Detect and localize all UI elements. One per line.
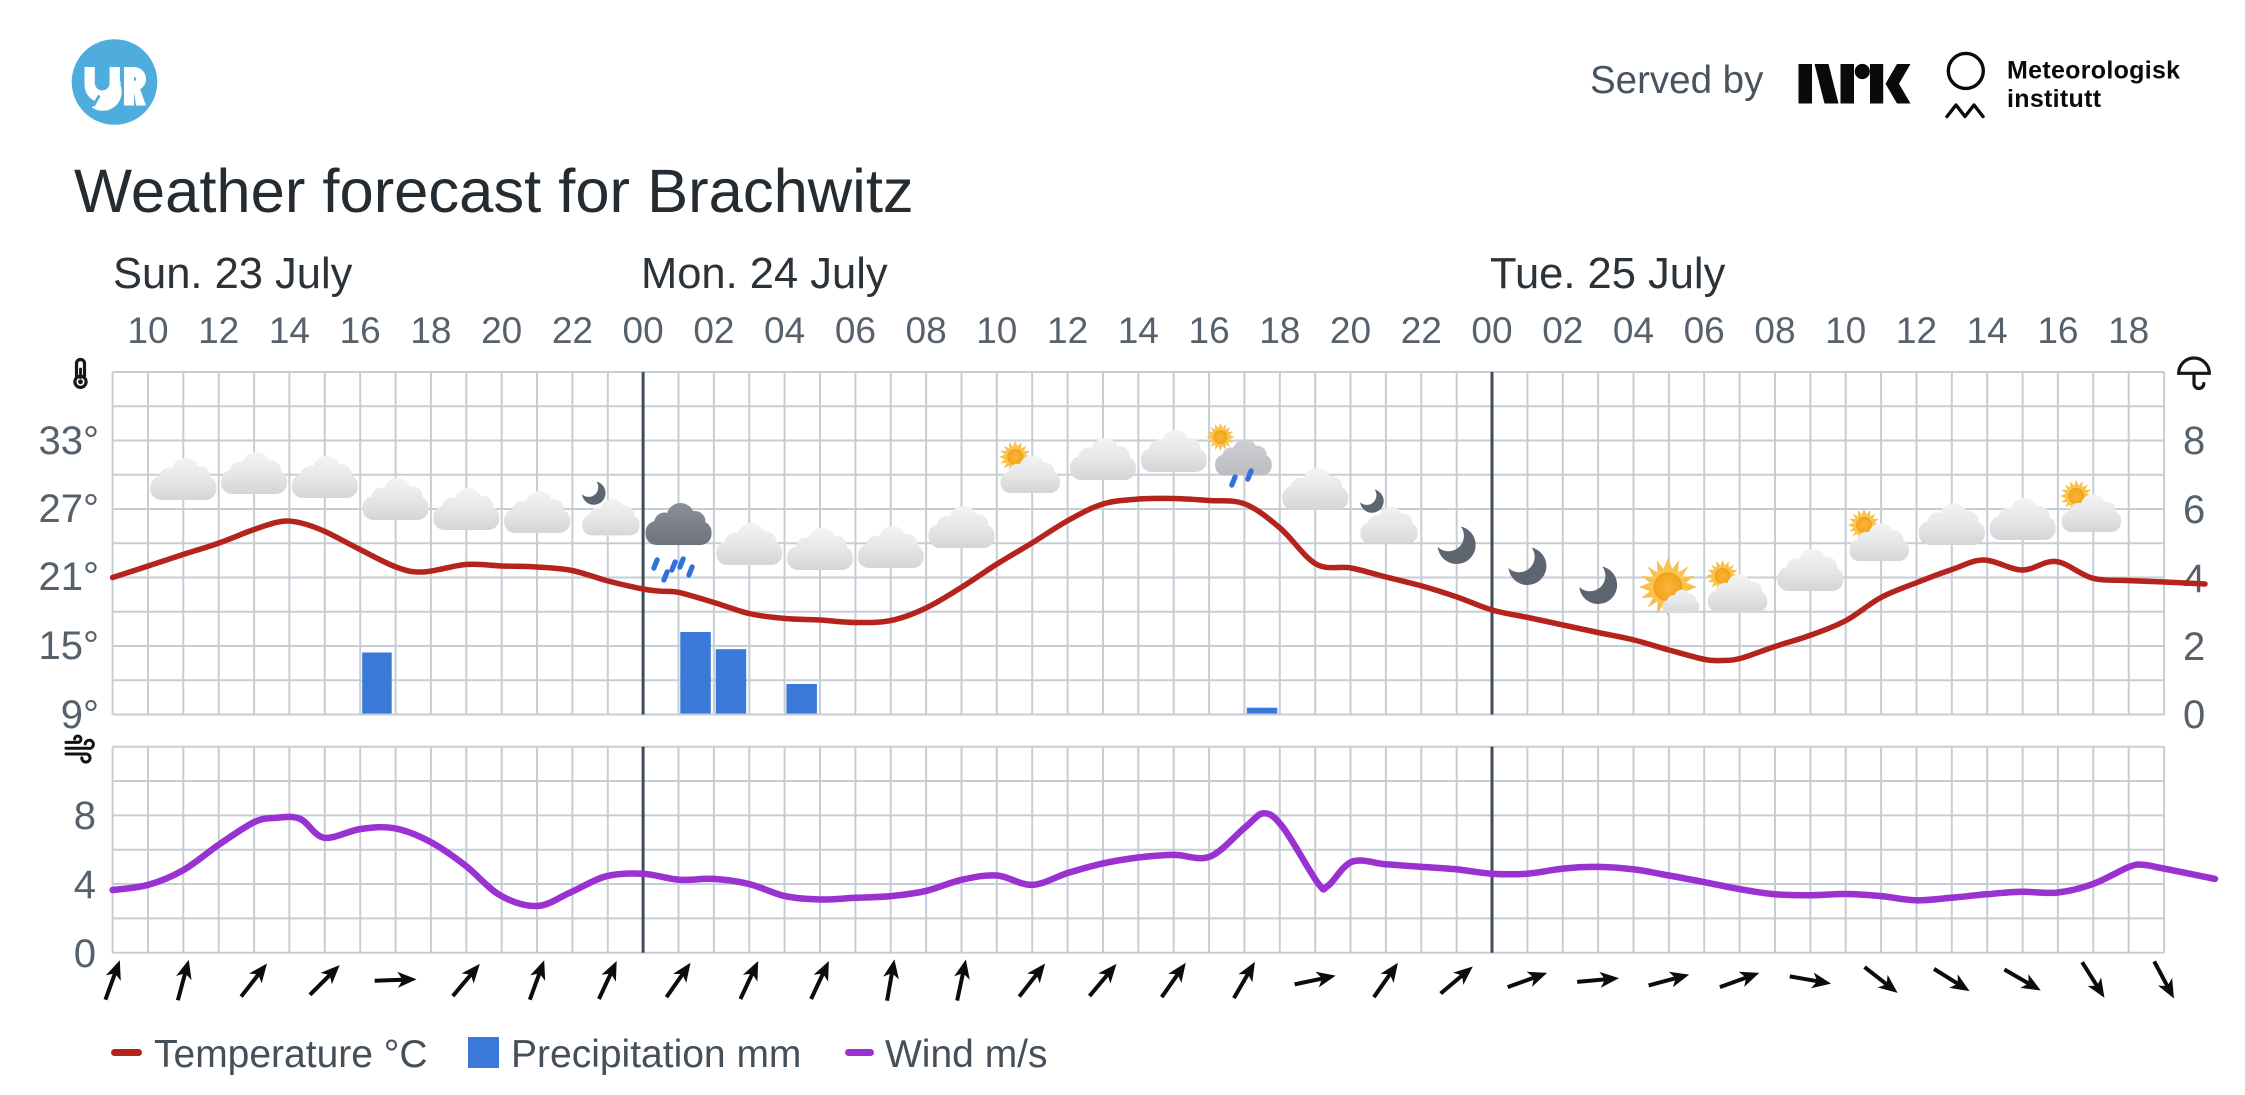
svg-text:Tue. 25 July: Tue. 25 July — [1490, 250, 1726, 298]
svg-text:Weather forecast for Brachwitz: Weather forecast for Brachwitz — [74, 157, 914, 226]
svg-text:14: 14 — [1118, 310, 1159, 351]
svg-text:Precipitation mm: Precipitation mm — [511, 1033, 801, 1076]
svg-text:8: 8 — [74, 794, 96, 838]
svg-text:6: 6 — [2183, 488, 2205, 532]
svg-text:4: 4 — [74, 863, 96, 907]
svg-text:16: 16 — [2037, 310, 2078, 351]
svg-text:Temperature °C: Temperature °C — [154, 1033, 428, 1076]
svg-text:14: 14 — [269, 310, 310, 351]
svg-text:22: 22 — [1401, 310, 1442, 351]
svg-text:8: 8 — [2183, 419, 2205, 463]
svg-text:20: 20 — [1330, 310, 1371, 351]
svg-text:16: 16 — [340, 310, 381, 351]
svg-text:10: 10 — [127, 310, 168, 351]
svg-text:18: 18 — [1259, 310, 1300, 351]
svg-text:02: 02 — [693, 310, 734, 351]
svg-text:10: 10 — [976, 310, 1017, 351]
svg-text:15°: 15° — [39, 624, 100, 668]
svg-text:12: 12 — [1047, 310, 1088, 351]
svg-text:Meteorologisk: Meteorologisk — [2007, 57, 2180, 85]
svg-text:00: 00 — [1471, 310, 1512, 351]
svg-text:Mon. 24 July: Mon. 24 July — [641, 250, 888, 298]
svg-text:2: 2 — [2183, 625, 2205, 669]
svg-text:institutt: institutt — [2007, 85, 2102, 113]
svg-text:04: 04 — [1613, 310, 1654, 351]
svg-text:02: 02 — [1542, 310, 1583, 351]
svg-text:18: 18 — [410, 310, 451, 351]
svg-text:Sun. 23 July: Sun. 23 July — [113, 250, 353, 298]
svg-text:16: 16 — [1189, 310, 1230, 351]
svg-text:00: 00 — [623, 310, 664, 351]
svg-text:14: 14 — [1967, 310, 2008, 351]
svg-text:Wind m/s: Wind m/s — [885, 1033, 1048, 1076]
svg-text:18: 18 — [2108, 310, 2149, 351]
svg-text:0: 0 — [74, 932, 96, 976]
svg-text:Served by: Served by — [1590, 59, 1764, 102]
svg-text:04: 04 — [764, 310, 805, 351]
svg-text:4: 4 — [2183, 557, 2205, 601]
svg-text:33°: 33° — [39, 419, 100, 463]
svg-text:06: 06 — [835, 310, 876, 351]
svg-text:08: 08 — [906, 310, 947, 351]
svg-text:22: 22 — [552, 310, 593, 351]
svg-text:0: 0 — [2183, 693, 2205, 737]
svg-text:27°: 27° — [39, 487, 100, 531]
svg-text:12: 12 — [198, 310, 239, 351]
svg-text:9°: 9° — [61, 693, 99, 737]
svg-text:06: 06 — [1684, 310, 1725, 351]
svg-text:20: 20 — [481, 310, 522, 351]
svg-text:21°: 21° — [39, 555, 100, 599]
svg-text:12: 12 — [1896, 310, 1937, 351]
svg-text:10: 10 — [1825, 310, 1866, 351]
svg-text:08: 08 — [1754, 310, 1795, 351]
